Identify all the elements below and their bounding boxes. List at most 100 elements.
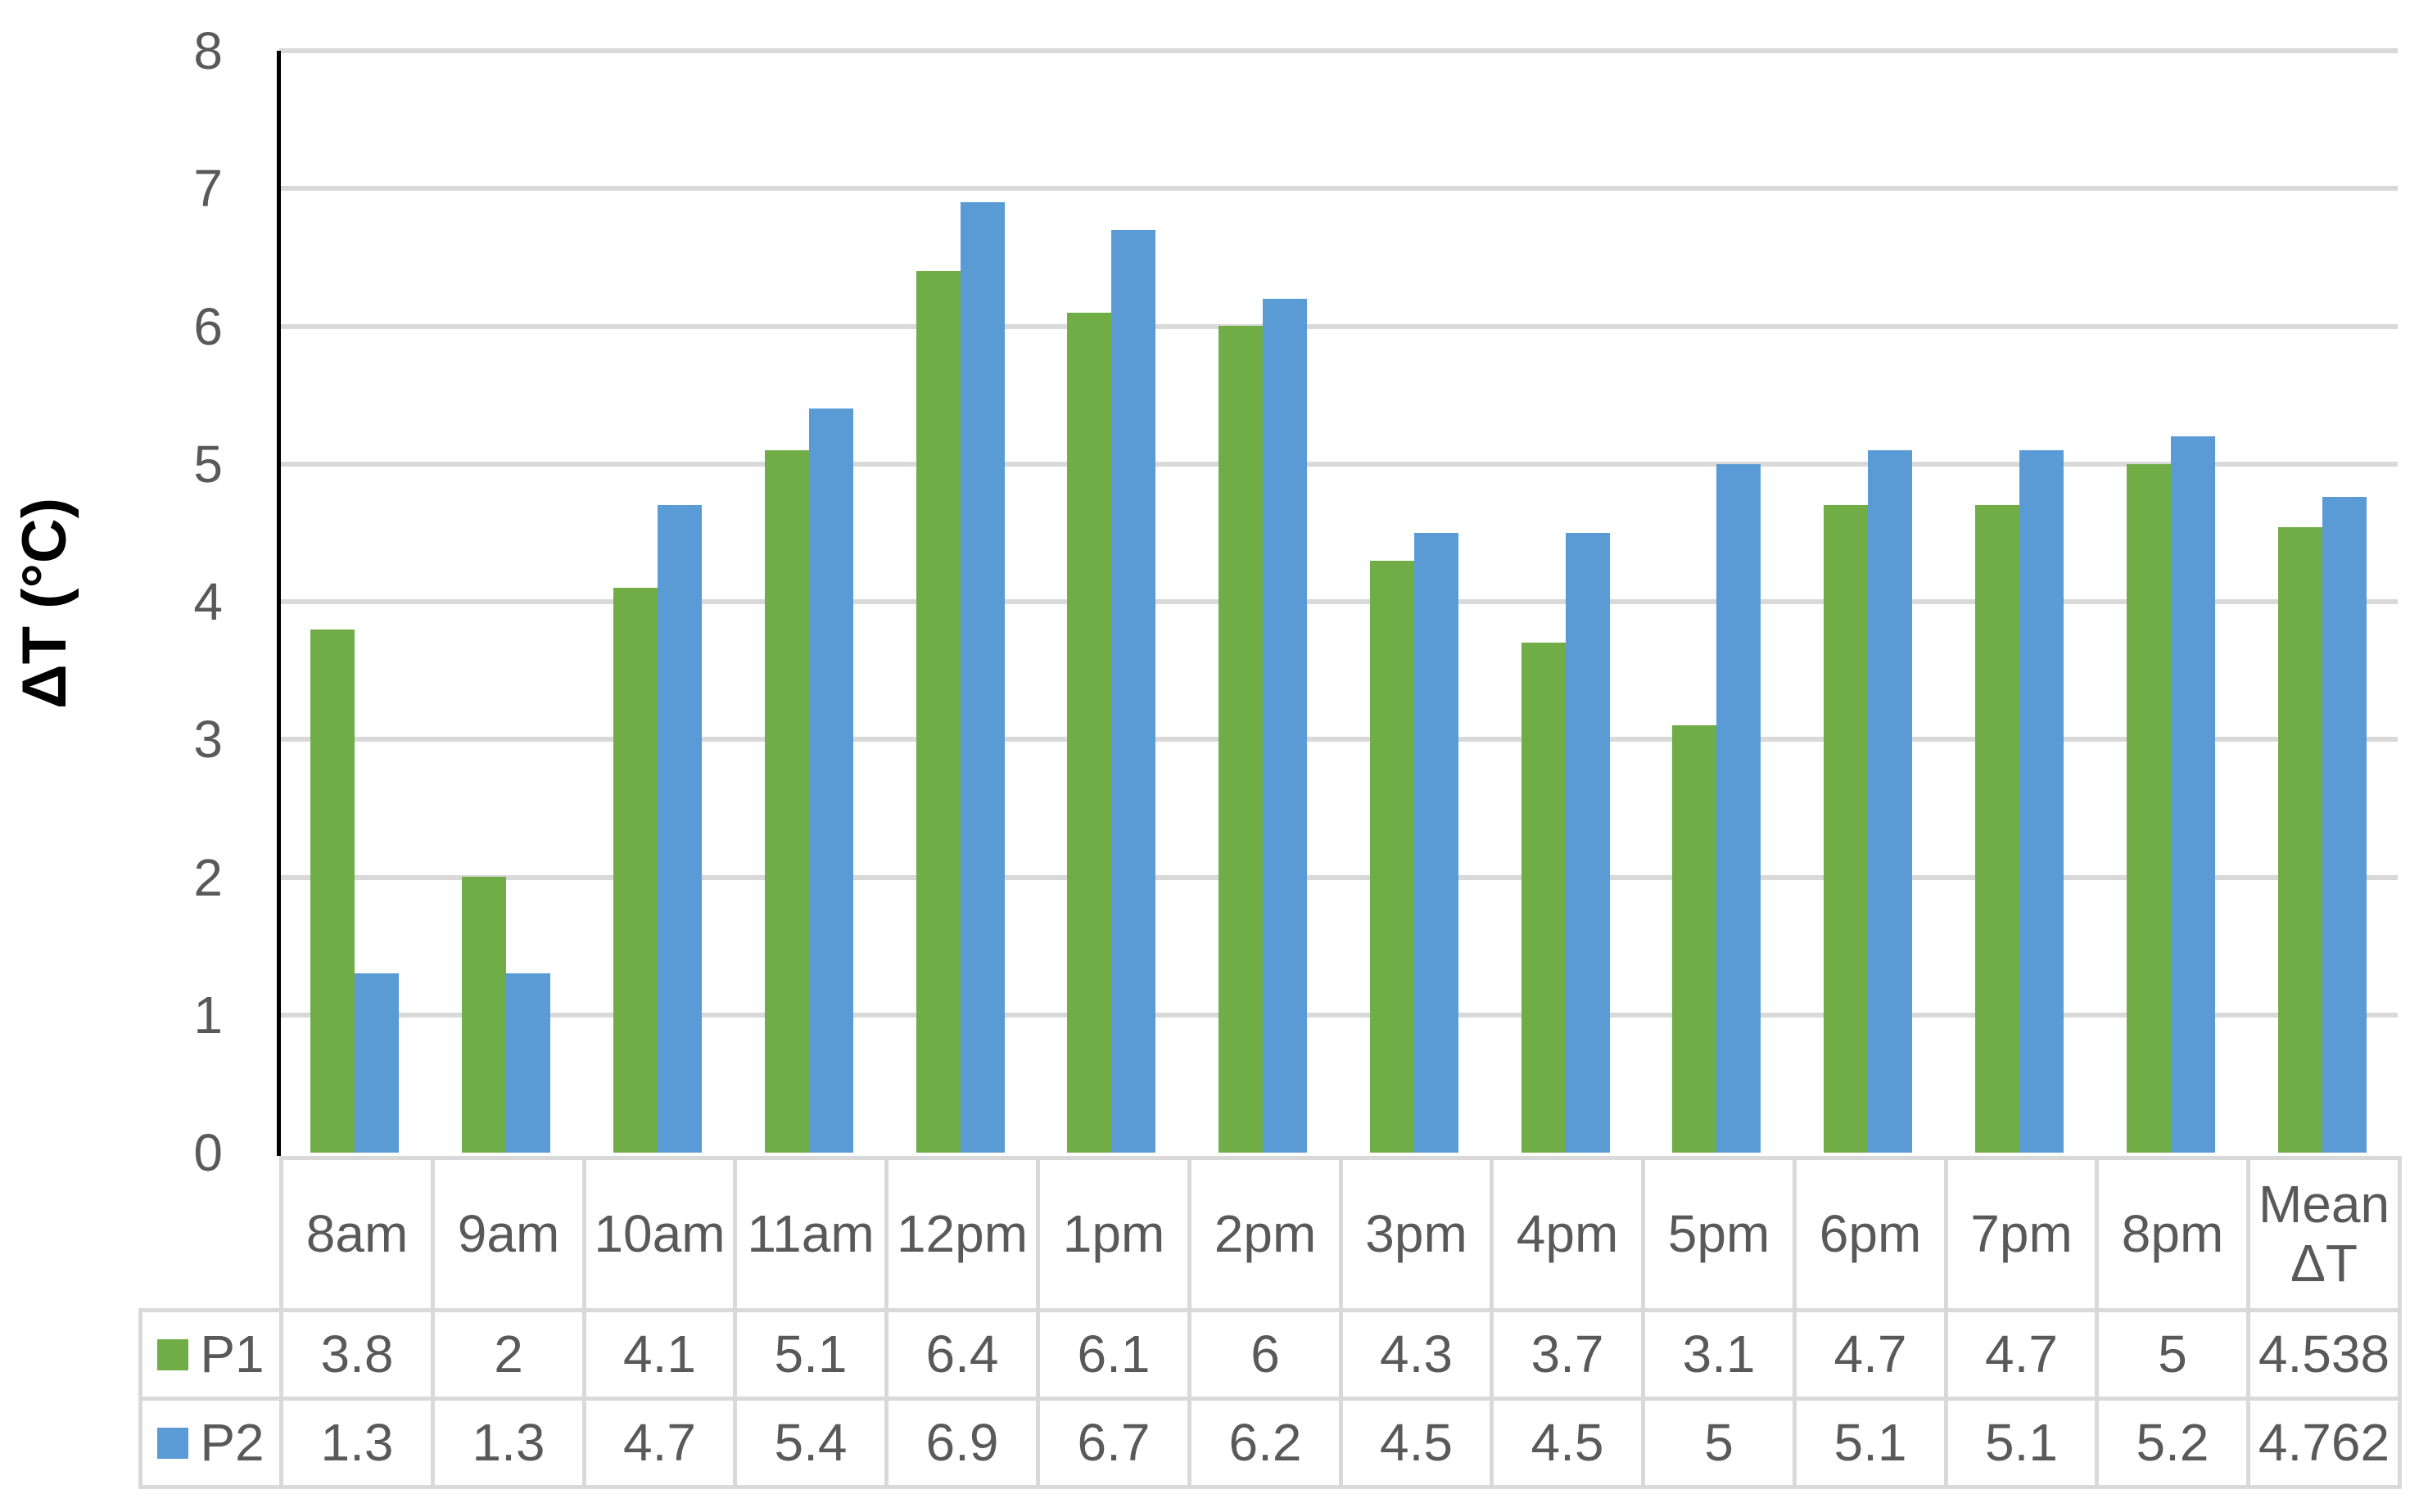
table-cell-p1-3pm: 4.3 <box>1339 1308 1494 1401</box>
table-header-5pm: 5pm <box>1641 1156 1797 1312</box>
gridline-7 <box>279 186 2398 191</box>
table-cell-p2-11am: 5.4 <box>733 1397 888 1489</box>
bar-p1-4pm <box>1521 643 1566 1153</box>
table-header-label-9am: 9am <box>457 1203 560 1263</box>
table-header-8pm: 8pm <box>2095 1156 2250 1312</box>
bar-p2-8am <box>355 973 399 1153</box>
table-header-3pm: 3pm <box>1339 1156 1494 1312</box>
table-header-label-5pm: 5pm <box>1667 1203 1770 1263</box>
table-cell-p2-mean-δt: 4.762 <box>2246 1397 2402 1489</box>
table-header-label-4pm: 4pm <box>1516 1203 1619 1263</box>
table-cell-p1-7pm: 4.7 <box>1944 1308 2099 1401</box>
y-tick-label-3: 3 <box>193 710 223 769</box>
table-cell-p2-3pm: 4.5 <box>1339 1397 1494 1489</box>
table-cell-p1-10am: 4.1 <box>582 1308 737 1401</box>
table-cell-p1-11am: 5.1 <box>733 1308 888 1401</box>
gridline-8 <box>279 48 2398 53</box>
table-cell-p2-8pm: 5.2 <box>2095 1397 2250 1489</box>
bar-p2-5pm <box>1716 464 1761 1153</box>
bar-p1-10am <box>613 588 658 1153</box>
bar-p2-1pm <box>1111 230 1155 1153</box>
bar-p1-7pm <box>1975 505 2019 1153</box>
y-tick-label-6: 6 <box>193 297 223 356</box>
table-header-7pm: 7pm <box>1944 1156 2099 1312</box>
table-cell-p1-5pm: 3.1 <box>1641 1308 1797 1401</box>
table-header-11am: 11am <box>733 1156 888 1312</box>
bar-p2-7pm <box>2019 450 2064 1153</box>
bar-p1-8pm <box>2127 464 2171 1153</box>
y-tick-label-4: 4 <box>193 572 223 631</box>
table-header-1pm: 1pm <box>1036 1156 1191 1312</box>
legend-swatch-p2 <box>157 1427 189 1459</box>
table-header-label-3pm: 3pm <box>1365 1203 1467 1263</box>
table-cell-p2-12pm: 6.9 <box>884 1397 1040 1489</box>
table-cell-p1-2pm: 6 <box>1187 1308 1343 1401</box>
table-header-2pm: 2pm <box>1187 1156 1343 1312</box>
table-header-label-7pm: 7pm <box>1970 1203 2073 1263</box>
table-cell-p2-9am: 1.3 <box>431 1397 586 1489</box>
bar-p2-9am <box>506 973 550 1153</box>
bar-p1-6pm <box>1824 505 1868 1153</box>
bar-p2-12pm <box>961 202 1005 1153</box>
y-tick-label-5: 5 <box>193 435 223 494</box>
y-tick-label-0: 0 <box>193 1123 223 1182</box>
legend-label-p1: P1 <box>200 1324 265 1383</box>
table-header-label-mean-δt: Mean ΔT <box>2258 1174 2390 1293</box>
table-cell-p2-2pm: 6.2 <box>1187 1397 1343 1489</box>
table-cell-p2-10am: 4.7 <box>582 1397 737 1489</box>
legend-item-p1: P1 <box>138 1308 283 1401</box>
table-header-label-8pm: 8pm <box>2121 1203 2224 1263</box>
bar-p1-5pm <box>1672 725 1716 1153</box>
y-tick-label-7: 7 <box>193 159 223 218</box>
bar-p2-10am <box>658 505 702 1153</box>
bar-p1-3pm <box>1370 561 1414 1153</box>
bar-p1-mean-δt <box>2278 527 2322 1153</box>
table-cell-p1-4pm: 3.7 <box>1490 1308 1645 1401</box>
table-header-label-10am: 10am <box>594 1203 726 1263</box>
table-header-label-8am: 8am <box>305 1203 409 1263</box>
gridline-5 <box>279 462 2398 467</box>
bar-p2-3pm <box>1414 533 1458 1153</box>
legend-label-p2: P2 <box>200 1412 265 1472</box>
table-header-label-12pm: 12pm <box>896 1203 1029 1263</box>
table-cell-p1-1pm: 6.1 <box>1036 1308 1191 1401</box>
table-header-label-6pm: 6pm <box>1819 1203 1922 1263</box>
bar-p2-8pm <box>2171 436 2215 1153</box>
table-header-label-1pm: 1pm <box>1062 1203 1165 1263</box>
y-tick-label-8: 8 <box>193 21 223 80</box>
y-axis-title: ΔT (°C) <box>10 497 79 710</box>
table-cell-p1-12pm: 6.4 <box>884 1308 1040 1401</box>
bar-p1-1pm <box>1067 313 1111 1153</box>
table-header-10am: 10am <box>582 1156 737 1312</box>
table-header-9am: 9am <box>431 1156 586 1312</box>
bar-p1-11am <box>765 450 809 1153</box>
bar-p2-6pm <box>1868 450 1912 1153</box>
y-axis-line <box>277 51 281 1156</box>
bar-p1-12pm <box>916 271 961 1153</box>
gridline-4 <box>279 599 2398 604</box>
table-cell-p2-4pm: 4.5 <box>1490 1397 1645 1489</box>
bar-p2-mean-δt <box>2322 497 2367 1153</box>
gridline-1 <box>279 1013 2398 1018</box>
bar-p1-8am <box>310 630 355 1153</box>
table-header-4pm: 4pm <box>1490 1156 1645 1312</box>
bar-p1-2pm <box>1219 326 1263 1153</box>
table-cell-p1-9am: 2 <box>431 1308 586 1401</box>
bar-p2-4pm <box>1566 533 1610 1153</box>
gridline-3 <box>279 737 2398 742</box>
table-cell-p2-8am: 1.3 <box>279 1397 435 1489</box>
table-header-12pm: 12pm <box>884 1156 1040 1312</box>
table-cell-p2-6pm: 5.1 <box>1793 1397 1948 1489</box>
bar-p2-2pm <box>1263 299 1307 1153</box>
y-tick-label-2: 2 <box>193 848 223 907</box>
bar-p2-11am <box>809 408 853 1153</box>
table-header-mean-δt: Mean ΔT <box>2246 1156 2402 1312</box>
table-cell-p1-8am: 3.8 <box>279 1308 435 1401</box>
table-cell-p1-mean-δt: 4.538 <box>2246 1308 2402 1401</box>
table-header-label-11am: 11am <box>747 1203 875 1263</box>
gridline-2 <box>279 875 2398 880</box>
table-header-8am: 8am <box>279 1156 435 1312</box>
legend-item-p2: P2 <box>138 1397 283 1489</box>
gridline-6 <box>279 324 2398 329</box>
